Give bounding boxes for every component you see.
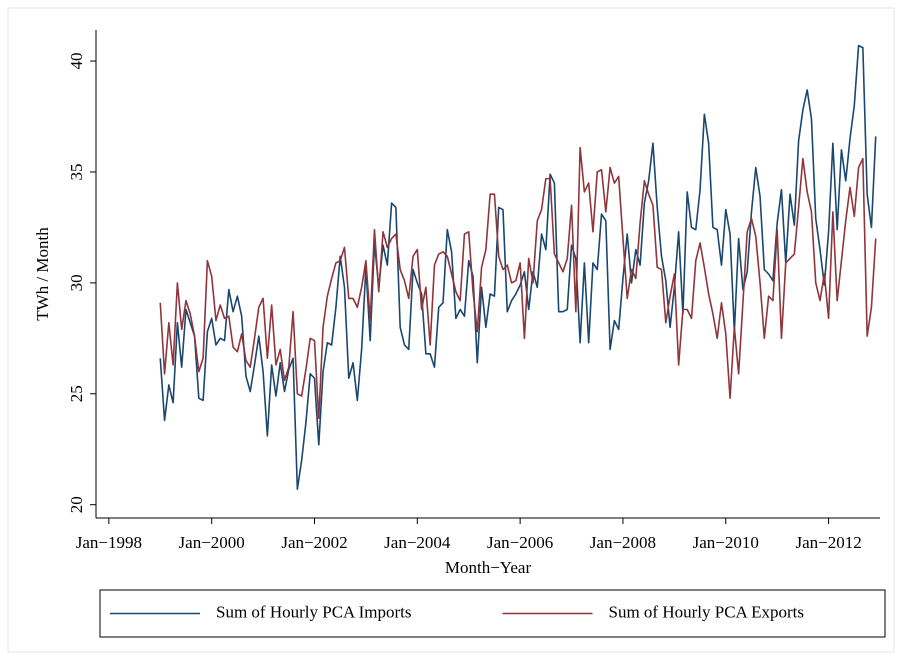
legend-label: Sum of Hourly PCA Imports bbox=[216, 602, 412, 621]
y-tick-label: 25 bbox=[67, 385, 86, 402]
y-tick-label: 30 bbox=[67, 274, 86, 291]
y-tick-label: 20 bbox=[67, 496, 86, 513]
y-tick-label: 40 bbox=[67, 53, 86, 70]
x-tick-label: Jan−2008 bbox=[590, 533, 656, 552]
x-tick-label: Jan−2000 bbox=[179, 533, 245, 552]
legend-label: Sum of Hourly PCA Exports bbox=[609, 602, 805, 621]
y-tick-label: 35 bbox=[67, 163, 86, 180]
x-tick-label: Jan−2010 bbox=[693, 533, 759, 552]
legend-box bbox=[99, 589, 886, 638]
x-tick-label: Jan−2012 bbox=[795, 533, 861, 552]
x-tick-label: Jan−2002 bbox=[281, 533, 347, 552]
x-tick-label: Jan−2004 bbox=[384, 533, 451, 552]
chart-frame bbox=[7, 7, 895, 653]
y-axis-title: TWh / Month bbox=[33, 227, 52, 321]
x-axis-title: Month−Year bbox=[445, 558, 532, 577]
data-line bbox=[159, 44, 877, 490]
x-tick-label: Jan−2006 bbox=[487, 533, 553, 552]
data-line bbox=[159, 146, 877, 419]
x-tick-label: Jan−1998 bbox=[76, 533, 142, 552]
